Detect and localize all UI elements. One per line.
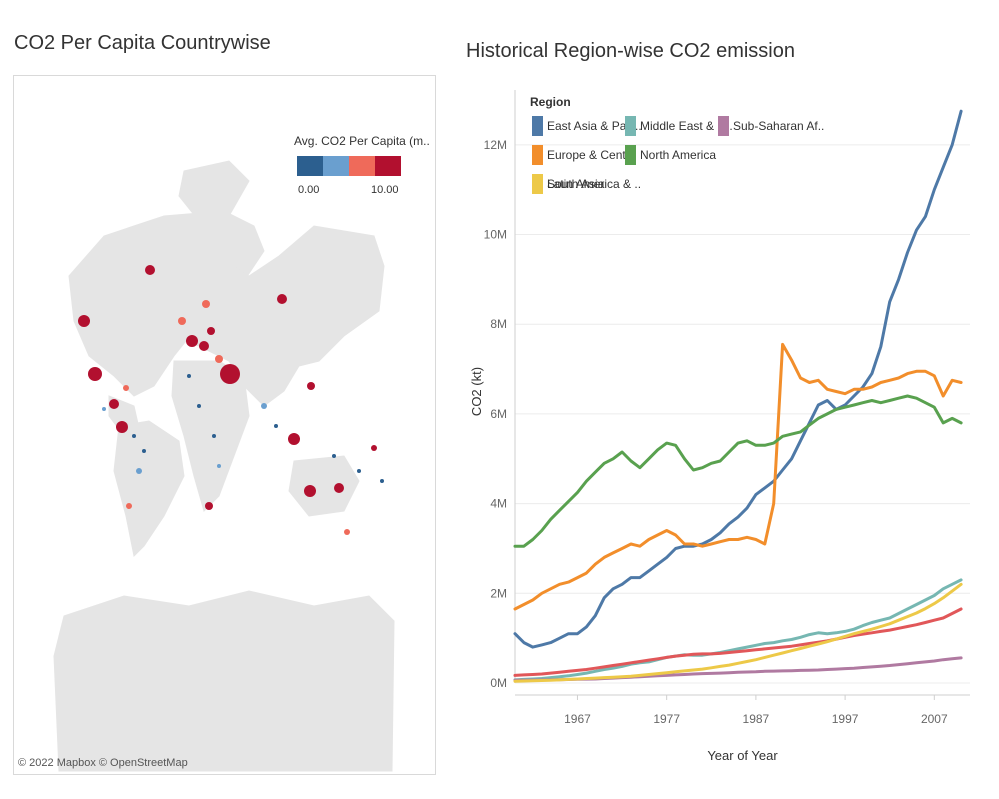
country-marker[interactable] (132, 434, 136, 438)
legend-label[interactable]: Middle East & N.. (640, 119, 733, 133)
country-marker[interactable] (88, 367, 102, 381)
y-tick-label: 4M (490, 497, 507, 511)
legend-swatch[interactable] (625, 116, 636, 136)
y-tick-label: 2M (490, 586, 507, 600)
y-tick-label: 0M (490, 676, 507, 690)
country-marker[interactable] (205, 502, 213, 510)
y-tick-label: 8M (490, 317, 507, 331)
country-marker[interactable] (186, 335, 198, 347)
chart-legend[interactable]: Region East Asia & Paci..Middle East & N.… (530, 95, 824, 194)
legend-swatch (297, 156, 323, 176)
country-marker[interactable] (304, 485, 316, 497)
map-legend-max: 10.00 (371, 184, 399, 196)
country-marker[interactable] (199, 341, 209, 351)
australia-land (288, 455, 360, 517)
legend-label[interactable]: Sub-Saharan Af.. (733, 119, 824, 133)
south-america-land (113, 420, 185, 558)
country-marker[interactable] (357, 469, 361, 473)
series-line[interactable] (513, 109, 963, 649)
country-marker[interactable] (288, 433, 300, 445)
country-marker[interactable] (307, 382, 315, 390)
country-marker[interactable] (212, 434, 216, 438)
x-tick-label: 2007 (921, 712, 948, 726)
antarctica-land (53, 590, 395, 772)
x-tick-label: 1967 (564, 712, 591, 726)
y-tick-label: 10M (484, 228, 507, 242)
country-marker[interactable] (136, 468, 142, 474)
legend-swatch (323, 156, 349, 176)
legend-swatch[interactable] (532, 145, 543, 165)
country-marker[interactable] (207, 327, 215, 335)
y-axis-title: CO2 (kt) (469, 367, 484, 416)
country-marker[interactable] (78, 315, 90, 327)
country-marker[interactable] (215, 355, 223, 363)
map-credit: © 2022 Mapbox © OpenStreetMap (18, 757, 188, 769)
country-marker[interactable] (274, 424, 278, 428)
country-marker[interactable] (116, 421, 128, 433)
country-marker[interactable] (123, 385, 129, 391)
country-markers[interactable] (78, 265, 384, 535)
world-map[interactable]: Avg. CO2 Per Capita (m.. 0.00 10.00 © 20… (13, 75, 436, 775)
series-line[interactable] (513, 607, 963, 677)
country-marker[interactable] (202, 300, 210, 308)
country-marker[interactable] (126, 503, 132, 509)
country-marker[interactable] (197, 404, 201, 408)
chart-gridlines (515, 144, 970, 684)
legend-swatch (375, 156, 401, 176)
legend-swatch[interactable] (625, 145, 636, 165)
country-marker[interactable] (102, 407, 106, 411)
legend-title: Region (530, 95, 571, 109)
country-marker[interactable] (187, 374, 191, 378)
country-marker[interactable] (178, 317, 186, 325)
x-axis-title: Year of Year (707, 748, 778, 763)
land-masses (53, 160, 395, 772)
country-marker[interactable] (380, 479, 384, 483)
legend-label[interactable]: East Asia & Paci.. (547, 119, 642, 133)
legend-swatch[interactable] (532, 116, 543, 136)
y-tick-label: 12M (484, 138, 507, 152)
line-chart-title: Historical Region-wise CO2 emission (466, 40, 795, 62)
legend-swatch (349, 156, 375, 176)
country-marker[interactable] (261, 403, 267, 409)
series-line[interactable] (513, 578, 963, 682)
chart-series[interactable] (513, 109, 963, 683)
greenland-land (178, 160, 250, 222)
series-line[interactable] (513, 394, 963, 548)
x-tick-label: 1977 (653, 712, 680, 726)
country-marker[interactable] (334, 483, 344, 493)
country-marker[interactable] (220, 364, 240, 384)
map-canvas[interactable] (14, 76, 435, 774)
country-marker[interactable] (142, 449, 146, 453)
country-marker[interactable] (145, 265, 155, 275)
legend-swatch[interactable] (532, 174, 543, 194)
country-marker[interactable] (277, 294, 287, 304)
legend-label[interactable]: South Asia (547, 177, 605, 191)
legend-label[interactable]: Europe & Centr.. (547, 148, 636, 162)
eurasia-land (168, 225, 385, 407)
map-legend-min: 0.00 (298, 184, 320, 196)
country-marker[interactable] (109, 399, 119, 409)
country-marker[interactable] (344, 529, 350, 535)
legend-swatch[interactable] (718, 116, 729, 136)
country-marker[interactable] (332, 454, 336, 458)
map-legend-ramp (297, 156, 401, 176)
series-line[interactable] (513, 342, 963, 611)
country-marker[interactable] (217, 464, 221, 468)
series-line[interactable] (513, 582, 963, 683)
chart-axes: 0M 2M 4M 6M 8M 10M 12M 1967 1977 1987 1997 2007 Year… (469, 90, 970, 763)
x-tick-label: 1997 (832, 712, 859, 726)
y-tick-label: 6M (490, 407, 507, 421)
x-tick-label: 1987 (743, 712, 770, 726)
country-marker[interactable] (371, 445, 377, 451)
legend-label[interactable]: North America (640, 148, 716, 162)
map-legend-title: Avg. CO2 Per Capita (m.. (294, 134, 430, 148)
legend-label[interactable]: Latin America & .. (547, 177, 641, 191)
map-title: CO2 Per Capita Countrywise (14, 32, 271, 54)
